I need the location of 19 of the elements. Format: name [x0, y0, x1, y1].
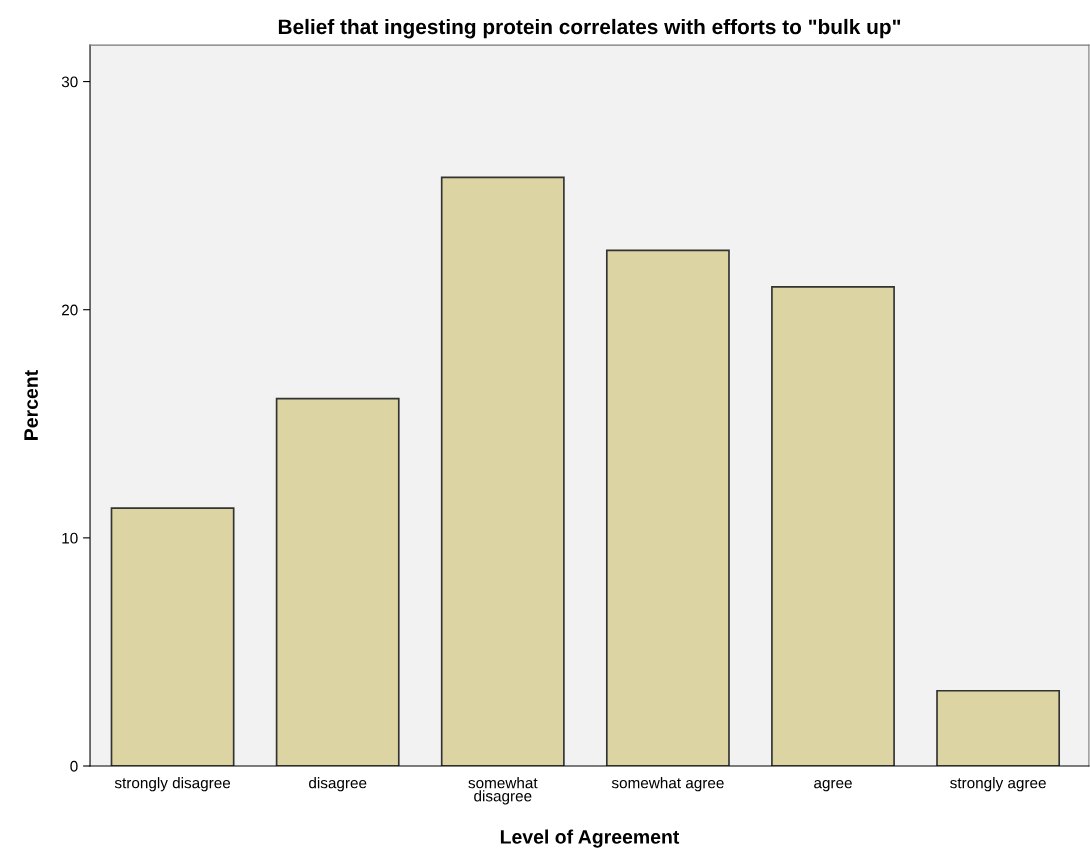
x-tick-label: agree — [814, 779, 852, 792]
bar — [110, 507, 235, 766]
x-axis-title: Level of Agreement — [500, 829, 680, 848]
bar — [936, 689, 1061, 766]
bar — [605, 249, 730, 766]
bar — [771, 286, 895, 766]
x-tick-label: strongly disagree — [114, 777, 231, 792]
x-tick-label: strongly agree — [950, 777, 1046, 792]
chart-title: Belief that ingesting protein correlates with efforts to "bulk up" — [278, 18, 901, 39]
bar — [275, 397, 400, 766]
y-tick-label: 0 — [70, 760, 78, 772]
y-tick-label: 20 — [62, 304, 78, 316]
y-tick-label: 10 — [62, 532, 78, 544]
x-tick-label: disagree — [309, 777, 367, 792]
bar — [440, 176, 565, 766]
y-tick-label: 30 — [61, 76, 78, 88]
x-tick-label: somewhat disagree — [468, 777, 538, 805]
y-axis-title: Percent — [24, 370, 38, 440]
x-tick-label: somewhat agree — [611, 777, 724, 792]
